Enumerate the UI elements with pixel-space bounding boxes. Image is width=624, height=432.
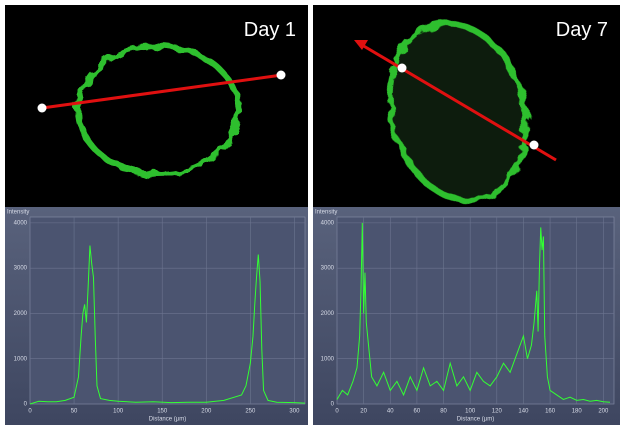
x-tick-label: 0 [28, 409, 32, 415]
y-tick-label: 1000 [14, 356, 28, 362]
x-tick-label: 120 [492, 409, 503, 415]
endpoint [529, 140, 539, 150]
intensity-profile [29, 245, 306, 405]
x-tick-label: 250 [245, 409, 256, 415]
x-tick-label: 200 [201, 409, 212, 415]
cell-membrane [387, 20, 529, 204]
y-tick-label: 4000 [321, 220, 335, 226]
cell-membrane [75, 43, 241, 177]
endpoint [37, 103, 47, 113]
endpoint [397, 63, 407, 73]
x-tick-label: 160 [545, 409, 556, 415]
x-tick-label: 20 [360, 409, 367, 415]
panel-title: Day 7 [556, 19, 608, 41]
x-tick-label: 0 [335, 409, 339, 415]
profile-line [361, 43, 557, 162]
endpoint [276, 70, 286, 80]
y-tick-label: 2000 [14, 311, 28, 317]
x-tick-label: 100 [113, 409, 124, 415]
x-tick-label: 150 [157, 409, 168, 415]
x-axis-label: Distance (µm) [149, 417, 186, 423]
y-tick-label: 1000 [321, 356, 335, 362]
x-tick-label: 300 [289, 409, 300, 415]
x-tick-label: 60 [414, 409, 421, 415]
panel-title: Day 1 [244, 19, 296, 41]
arrow-head [354, 40, 368, 50]
y-tick-label: 3000 [321, 266, 335, 272]
y-tick-label: 3000 [14, 266, 28, 272]
x-tick-label: 200 [598, 409, 609, 415]
x-tick-label: 50 [71, 409, 78, 415]
profile-line [41, 73, 283, 110]
plot-area [29, 216, 306, 405]
y-axis-label: Intensity [7, 210, 29, 216]
y-tick-label: 0 [24, 402, 28, 408]
x-tick-label: 40 [387, 409, 394, 415]
y-axis-label: Intensity [315, 210, 337, 216]
y-tick-label: 0 [331, 402, 335, 408]
x-tick-label: 100 [465, 409, 476, 415]
y-tick-label: 2000 [321, 311, 335, 317]
y-tick-label: 4000 [14, 220, 28, 226]
x-tick-label: 80 [440, 409, 447, 415]
intensity-profile [336, 222, 611, 403]
x-tick-label: 140 [518, 409, 529, 415]
x-axis-label: Distance (µm) [457, 417, 494, 423]
x-tick-label: 180 [572, 409, 583, 415]
